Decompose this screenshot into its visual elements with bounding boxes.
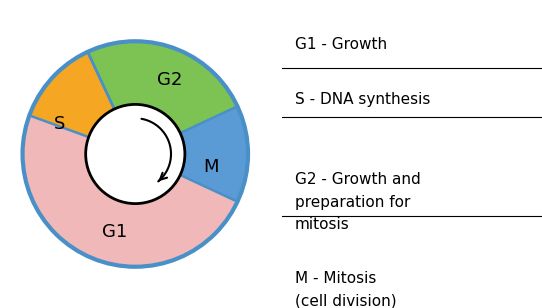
Text: M: M [203, 158, 219, 176]
Text: G2 - Growth and
preparation for
mitosis: G2 - Growth and preparation for mitosis [295, 172, 421, 232]
Text: S: S [54, 115, 66, 132]
Wedge shape [29, 52, 114, 137]
Text: S - DNA synthesis: S - DNA synthesis [295, 92, 430, 107]
Text: G1 - Growth: G1 - Growth [295, 37, 387, 52]
Text: M - Mitosis
(cell division): M - Mitosis (cell division) [295, 271, 397, 308]
Text: G2: G2 [157, 71, 182, 89]
Wedge shape [23, 116, 237, 267]
Wedge shape [88, 41, 237, 133]
Text: G1: G1 [102, 223, 127, 241]
Circle shape [86, 104, 185, 204]
Wedge shape [180, 106, 248, 202]
